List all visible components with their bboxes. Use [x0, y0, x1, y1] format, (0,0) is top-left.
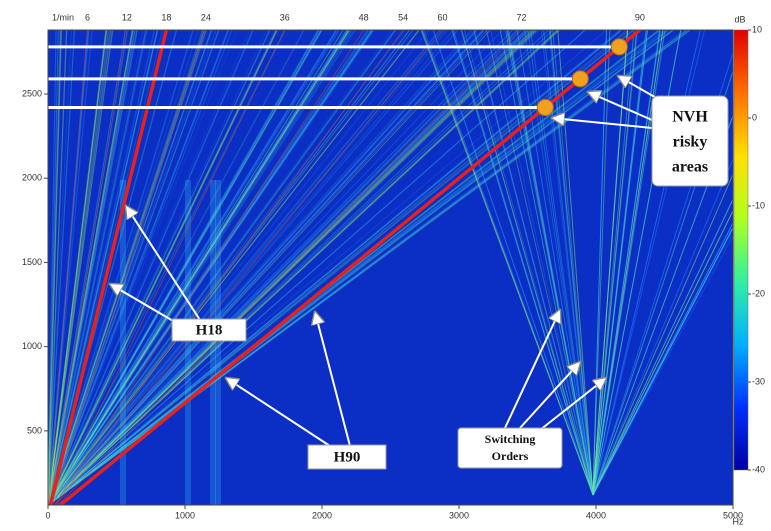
x-tick-label: 4000 [586, 510, 606, 520]
annotation-switching: Switching Orders [458, 428, 562, 468]
colorbar-tick-label: -40 [752, 464, 765, 474]
colorbar-tick-label: 0 [752, 112, 757, 122]
risk-point [537, 99, 553, 115]
annotation-text: Switching [485, 432, 536, 446]
annotation-text: Orders [492, 449, 529, 463]
risk-point [611, 39, 627, 55]
annotation-h90: H90 [308, 445, 386, 469]
order-label: 6 [85, 12, 90, 22]
x-tick-label: 3000 [449, 510, 469, 520]
annotation-text: areas [672, 159, 708, 176]
order-label: 18 [161, 12, 171, 22]
annotation-text: risky [673, 134, 708, 151]
texture-band [215, 180, 221, 505]
order-label: 24 [201, 12, 211, 22]
y-axis-label: 1/min [52, 12, 74, 22]
y-tick-label: 2000 [22, 173, 42, 183]
colorbar [734, 30, 748, 470]
order-label: 12 [122, 12, 132, 22]
annotation-h18: H18 [172, 319, 246, 341]
x-tick-label: 1000 [175, 510, 195, 520]
x-tick-label: 0 [45, 510, 50, 520]
y-tick-label: 1500 [22, 257, 42, 267]
order-label: 72 [516, 12, 526, 22]
chart: 6121824364854607290010002000300040005000… [0, 0, 771, 531]
y-tick-label: 1000 [22, 341, 42, 351]
x-tick-label: 2000 [312, 510, 332, 520]
order-label: 36 [280, 12, 290, 22]
colorbar-label: dB [734, 14, 745, 24]
annotation-text: H90 [334, 449, 361, 465]
order-label: 90 [635, 12, 645, 22]
y-tick-label: 500 [27, 425, 42, 435]
order-label: 54 [398, 12, 408, 22]
colorbar-tick-label: -10 [752, 200, 765, 210]
risk-point [572, 71, 588, 87]
colorbar-tick-label: 10 [752, 24, 762, 34]
colorbar-tick-label: -20 [752, 288, 765, 298]
colorbar-tick-label: -30 [752, 376, 765, 386]
annotation-text: NVH [672, 109, 708, 126]
x-axis-label: Hz [733, 516, 744, 526]
order-label: 48 [359, 12, 369, 22]
y-tick-label: 2500 [22, 88, 42, 98]
annotation-nvh: NVH risky areas [652, 96, 728, 186]
order-label: 60 [438, 12, 448, 22]
annotation-text: H18 [196, 322, 223, 338]
